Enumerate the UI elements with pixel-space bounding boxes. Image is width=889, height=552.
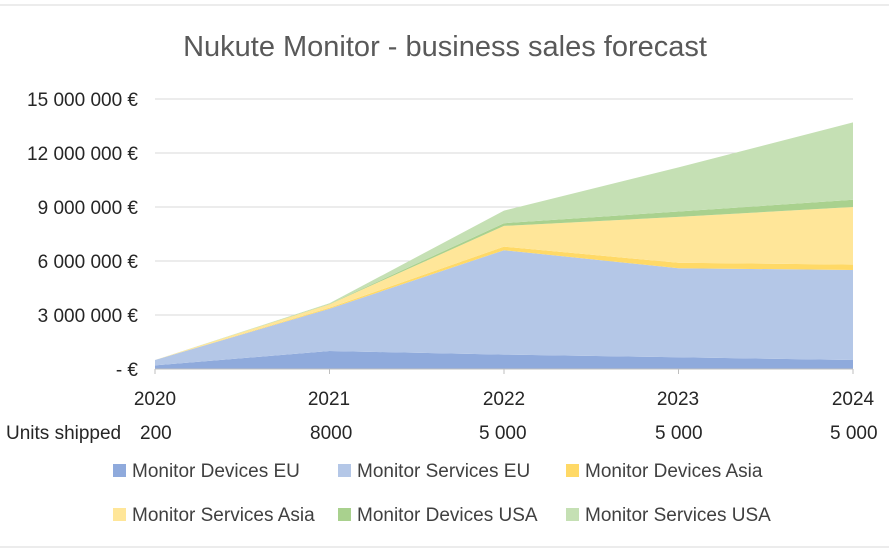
area-monitor-services-eu xyxy=(155,250,853,366)
chart-title: Nukute Monitor - business sales forecast xyxy=(183,31,707,63)
y-tick-label: 15 000 000 € xyxy=(27,90,138,111)
legend-item-monitor-devices-asia: Monitor Devices Asia xyxy=(566,461,763,482)
legend-swatch xyxy=(338,464,351,477)
area-series xyxy=(155,122,853,369)
units-shipped-value: 5 000 xyxy=(830,423,878,444)
x-tick-label: 2024 xyxy=(832,389,875,410)
legend-label: Monitor Services Asia xyxy=(132,505,315,526)
y-axis-tick-labels: - € 3 000 000 € 6 000 000 € 9 000 000 € 12 0… xyxy=(27,90,138,381)
legend-swatch xyxy=(566,508,579,521)
x-tick-label: 2021 xyxy=(308,389,350,410)
legend-item-monitor-services-asia: Monitor Services Asia xyxy=(113,505,315,526)
area-monitor-devices-eu xyxy=(155,351,853,369)
x-axis-tick-labels: 2020 2021 2022 2023 2024 xyxy=(134,389,875,410)
legend-item-monitor-services-eu: Monitor Services EU xyxy=(338,461,530,482)
y-tick-label: 6 000 000 € xyxy=(38,252,139,273)
legend-label: Monitor Services USA xyxy=(585,505,771,526)
legend-swatch xyxy=(566,464,579,477)
x-tick-label: 2022 xyxy=(483,389,525,410)
area-monitor-services-asia xyxy=(155,207,853,360)
x-axis xyxy=(154,368,854,374)
area-monitor-services-usa xyxy=(155,122,853,361)
legend-item-monitor-services-usa: Monitor Services USA xyxy=(566,505,771,526)
x-tick-label: 2023 xyxy=(657,389,699,410)
units-shipped-value: 5 000 xyxy=(479,423,527,444)
units-shipped-label: Units shipped xyxy=(6,423,121,444)
units-shipped-value: 8000 xyxy=(310,423,352,444)
legend-swatch xyxy=(113,508,126,521)
y-tick-label: 3 000 000 € xyxy=(38,306,139,327)
y-tick-label: 9 000 000 € xyxy=(38,198,139,219)
legend-label: Monitor Devices EU xyxy=(132,461,300,482)
legend-label: Monitor Services EU xyxy=(357,461,530,482)
y-tick-label: - € xyxy=(116,360,139,381)
legend-item-monitor-devices-usa: Monitor Devices USA xyxy=(338,505,538,526)
legend-label: Monitor Devices USA xyxy=(357,505,538,526)
legend: Monitor Devices EU Monitor Services EU Mon… xyxy=(113,461,771,526)
legend-label: Monitor Devices Asia xyxy=(585,461,763,482)
units-shipped-value: 5 000 xyxy=(655,423,703,444)
y-tick-label: 12 000 000 € xyxy=(27,144,138,165)
legend-item-monitor-devices-eu: Monitor Devices EU xyxy=(113,461,300,482)
units-shipped-row: Units shipped 200 8000 5 000 5 000 5 000 xyxy=(6,423,878,444)
x-tick-label: 2020 xyxy=(134,389,176,410)
legend-swatch xyxy=(338,508,351,521)
legend-swatch xyxy=(113,464,126,477)
units-shipped-value: 200 xyxy=(140,423,172,444)
